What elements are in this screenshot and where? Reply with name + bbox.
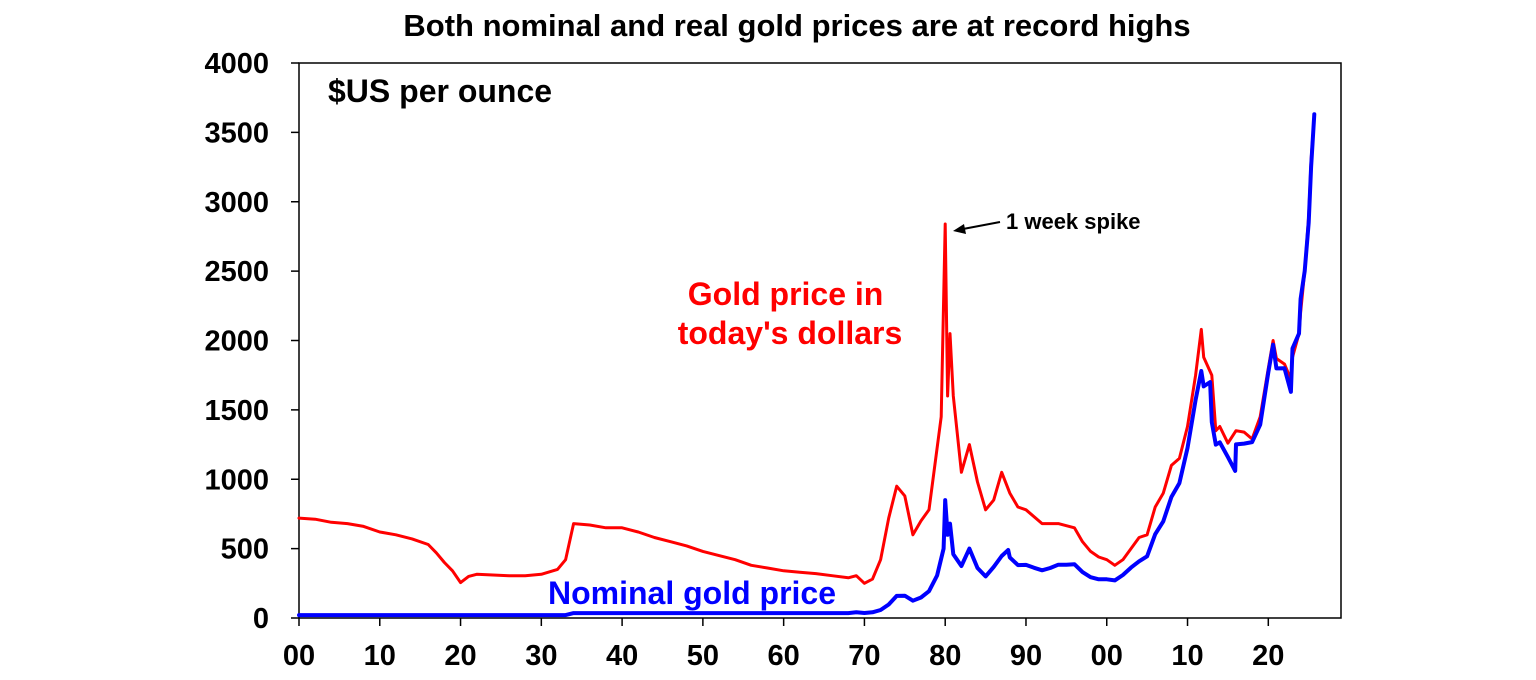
y-tick-label: 1000	[204, 464, 269, 496]
annotation-arrowhead	[953, 224, 966, 234]
x-tick-label: 90	[1010, 640, 1042, 672]
x-tick-label: 20	[1252, 640, 1284, 672]
chart-title: Both nominal and real gold prices are at…	[403, 8, 1190, 43]
y-tick-label: 0	[253, 603, 269, 635]
nominal-gold-price-line	[297, 112, 1317, 618]
x-tick-label: 50	[687, 640, 719, 672]
x-tick-label: 40	[606, 640, 638, 672]
y-tick-label: 2000	[204, 326, 269, 358]
x-tick-label: 10	[1171, 640, 1203, 672]
x-tick-label: 00	[1091, 640, 1123, 672]
y-tick-label: 2500	[204, 256, 269, 288]
unit-label: $US per ounce	[328, 73, 552, 109]
plot-area	[298, 62, 1342, 619]
y-axis: 0 500 1000 1500 2000 2500 3000 3500 4000	[204, 48, 299, 635]
real-series-label-line-1: Gold price in	[688, 276, 884, 312]
x-tick-label: 80	[929, 640, 961, 672]
real-series-label-line-2: today's dollars	[678, 315, 903, 351]
x-tick-label: 10	[364, 640, 396, 672]
annotation-text: 1 week spike	[1006, 209, 1141, 234]
y-tick-label: 3000	[204, 187, 269, 219]
x-tick-label: 30	[525, 640, 557, 672]
x-tick-label: 20	[444, 640, 476, 672]
series-layer	[297, 112, 1317, 618]
y-tick-label: 1500	[204, 395, 269, 427]
spike-annotation: 1 week spike	[953, 209, 1141, 234]
y-tick-label: 500	[221, 534, 269, 566]
real-gold-price-line	[297, 114, 1316, 585]
real-series-label: Gold price in today's dollars	[678, 276, 903, 351]
x-tick-label: 70	[848, 640, 880, 672]
y-tick-label: 4000	[204, 48, 269, 80]
annotation-arrow	[962, 221, 1001, 230]
x-tick-label: 60	[768, 640, 800, 672]
y-tick-label: 3500	[204, 117, 269, 149]
x-tick-label: 00	[283, 640, 315, 672]
x-axis: 00 10 20 30 40 50 60 70 80 90 00 10 20	[283, 618, 1284, 672]
nominal-series-label: Nominal gold price	[548, 575, 836, 611]
